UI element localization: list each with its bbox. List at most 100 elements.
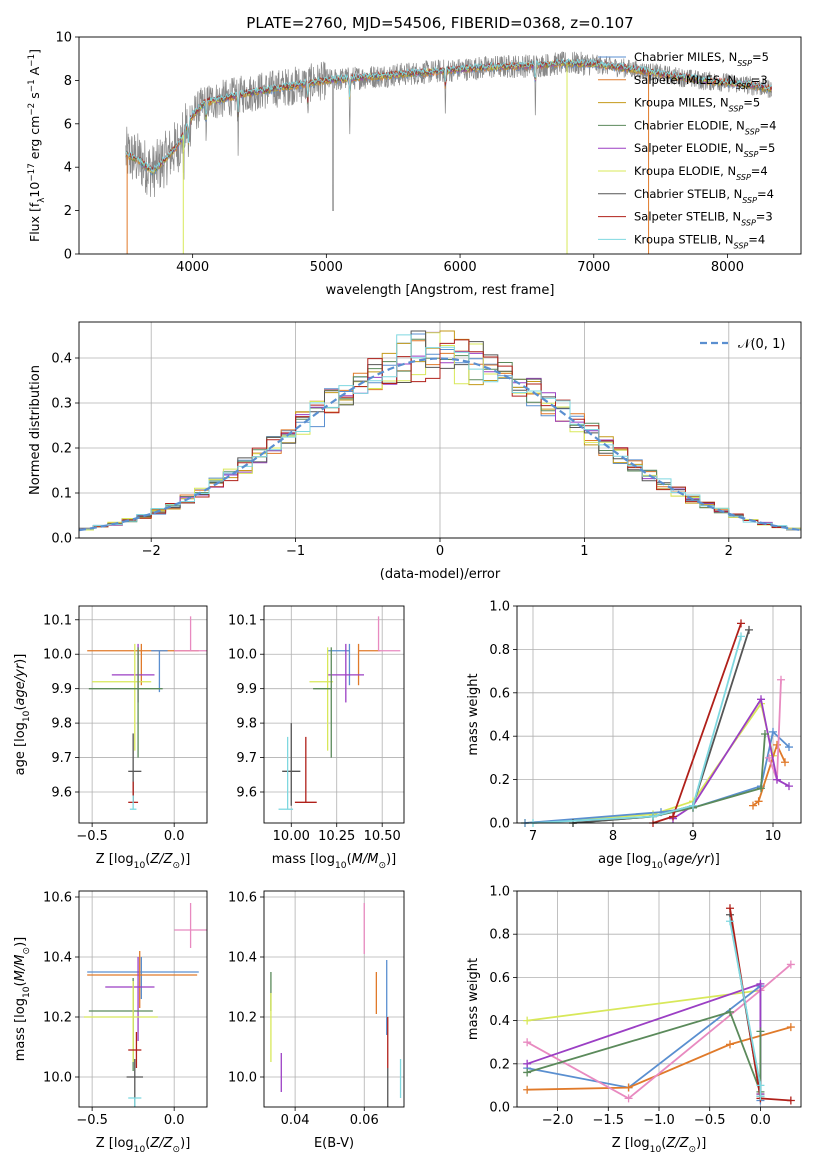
y-tick-label: 1.0 [489, 885, 510, 900]
weight-point-marker [786, 960, 795, 969]
y-tick-label: 0.0 [51, 532, 72, 547]
weight-point-marker [726, 917, 734, 926]
y-tick-label: 10.1 [228, 613, 257, 628]
y-tick-label: 9.8 [51, 717, 72, 732]
y-tick-label: 9.6 [51, 786, 72, 801]
y-tick-label: 9.9 [236, 682, 257, 697]
axes-frame [263, 890, 405, 1108]
weight-point-marker [756, 979, 765, 988]
label-part: ( [13, 981, 28, 986]
label-part: Z [ [96, 1136, 114, 1151]
axes-frame [263, 605, 405, 824]
y-tick-label: 9.9 [51, 682, 72, 697]
legend-suffix: =4 [748, 232, 765, 246]
weight-point-marker [523, 1038, 532, 1047]
weight-series-line [752, 742, 786, 807]
label-part: ( [145, 1136, 150, 1151]
axes-frame [78, 36, 802, 255]
weight-point-marker [773, 775, 781, 784]
y-axis-label: Normed distribution [28, 365, 43, 495]
legend-suffix: =5 [758, 141, 775, 155]
label-part: Flux [f [27, 202, 42, 242]
weight-series-line [524, 701, 774, 824]
label-part: log [114, 1136, 134, 1151]
legend-label: Kroupa MILES, N [634, 96, 729, 110]
x-axis-label: E(B-V) [314, 1136, 354, 1151]
weight-point-marker [769, 727, 777, 736]
axes-spectrum: 4000 5000 6000 7000 8000 0 2 4 6 8 10 wavelength [A… [27, 31, 802, 298]
legend-subscript: SSP [734, 241, 749, 250]
y-tick-label: 10.1 [43, 613, 72, 628]
y-tick-label: 10.0 [228, 1071, 257, 1086]
y-tick-label: 10.0 [43, 1071, 72, 1086]
y-tick-label: 10.0 [43, 648, 72, 663]
legend-suffix: =5 [743, 96, 760, 110]
y-tick-label: 0.8 [489, 643, 510, 658]
axes-frame [78, 605, 208, 824]
weight-point-marker [754, 797, 763, 806]
legend-subscript: SSP [729, 104, 744, 113]
y-tick-label: 6 [64, 117, 72, 132]
label-part: 10 [335, 861, 347, 871]
legend-suffix: =3 [751, 73, 768, 87]
label-part: ⊙ [689, 1145, 697, 1155]
label-part: Z/Z [149, 1136, 173, 1151]
axes-mass_vs_EBV: 0.04 0.06 10.0 10.2 10.4 10.6 E(B-V) [228, 890, 405, 1151]
y-tick-label: 0.2 [489, 1057, 510, 1072]
label-part: 10 [134, 1145, 146, 1155]
label-part: λ [37, 198, 47, 203]
y-tick-label: 0.2 [489, 773, 510, 788]
y-tick-label: 10.6 [43, 891, 72, 906]
label-part: ( [661, 1136, 666, 1151]
label-part: log [315, 852, 335, 867]
label-part: )] [710, 852, 720, 867]
x-tick-label: 10.50 [364, 829, 401, 844]
weight-point-marker [756, 1027, 765, 1036]
label-part: −1 [27, 54, 37, 67]
y-axis-label: Flux [fλ10−17 erg cm−2 s−1 A−1] [27, 49, 47, 242]
axes-mass_vs_Z: −0.5 0.010.010.210.410.6Z [log10(Z/Z⊙)]ma… [13, 891, 208, 1155]
label-part: age/yr [13, 662, 28, 705]
weight-point-marker [786, 1096, 795, 1105]
weight-point-marker [624, 1094, 633, 1103]
legend-entry: Chabrier MILES, NSSP=5 [634, 50, 769, 68]
legend-entry: Chabrier STELIB, NSSP=4 [634, 187, 774, 205]
x-tick-label: 0.0 [164, 829, 185, 844]
legend-suffix: =3 [756, 210, 773, 224]
x-tick-label: 0.0 [750, 1113, 771, 1128]
y-tick-label: 10.6 [228, 891, 257, 906]
legend-suffix: =5 [752, 50, 769, 64]
label-part: ⊙ [173, 1145, 181, 1155]
y-tick-label: 9.7 [51, 751, 72, 766]
legend-entry: Salpeter MILES, NSSP=3 [634, 73, 768, 91]
weight-point-marker [781, 758, 789, 767]
x-tick-label: 5000 [310, 260, 343, 275]
label-part: ⊙ [173, 861, 181, 871]
legend-label: Kroupa STELIB, N [634, 232, 734, 246]
weight-point-marker [756, 1081, 765, 1090]
label-part: log [114, 852, 134, 867]
label-part: log [632, 852, 652, 867]
spectrum-legend: Chabrier MILES, NSSP=5 Salpeter MILES, NS… [598, 50, 776, 250]
weight-series-line [526, 963, 792, 1100]
label-part: mass [ [13, 1018, 28, 1061]
weight-point-marker [737, 619, 745, 628]
label-part: 10 [650, 1145, 662, 1155]
x-tick-label: −2.0 [542, 1113, 574, 1128]
weight-point-marker [726, 1040, 734, 1049]
y-axis-label: mass weight [466, 673, 481, 755]
weight-point-marker [785, 782, 793, 791]
y-tick-label: 0.3 [51, 397, 72, 412]
weight-point-marker [726, 904, 734, 913]
weight-series-line [526, 982, 762, 1094]
label-part: 10 [651, 861, 663, 871]
legend-suffix: =4 [760, 118, 777, 132]
x-tick-label: −0.5 [76, 1113, 108, 1128]
label-part: 10 [22, 986, 32, 998]
y-tick-label: 0.0 [489, 1101, 510, 1116]
weight-point-marker [624, 1083, 633, 1092]
label-part: )] [13, 654, 28, 664]
weight-point-marker [669, 812, 677, 821]
